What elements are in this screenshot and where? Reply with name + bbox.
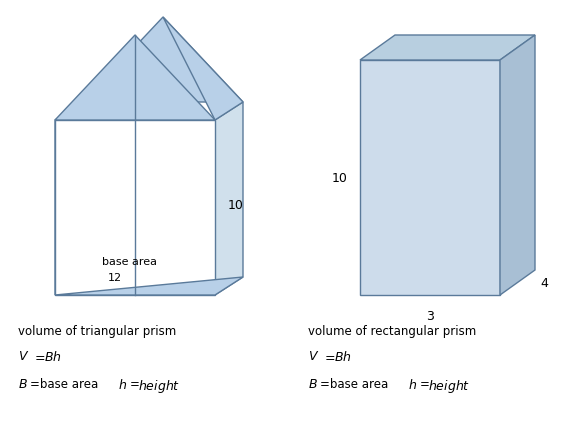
Text: $height$: $height$ [428,378,470,395]
Text: $h$: $h$ [118,378,127,392]
Polygon shape [83,17,243,102]
Text: $=$: $=$ [322,350,336,363]
Text: $Bh$: $Bh$ [44,350,62,364]
Polygon shape [360,35,535,60]
Text: 12: 12 [108,273,122,283]
Text: $Bh$: $Bh$ [334,350,352,364]
Text: volume of rectangular prism: volume of rectangular prism [308,325,476,338]
Polygon shape [55,120,215,295]
Text: 4: 4 [540,276,548,289]
Text: =base area: =base area [320,378,388,391]
Text: 10: 10 [228,198,244,211]
Text: $h$: $h$ [408,378,417,392]
Text: base area: base area [103,257,157,267]
Text: =base area: =base area [30,378,99,391]
Polygon shape [500,35,535,295]
Text: 3: 3 [426,310,434,323]
Polygon shape [215,102,243,295]
Text: 10: 10 [332,172,348,185]
Polygon shape [163,17,243,120]
Text: $V$: $V$ [18,350,29,363]
Text: $V$: $V$ [308,350,319,363]
Text: $height$: $height$ [138,378,180,395]
Text: =: = [420,378,430,391]
Polygon shape [55,35,215,120]
Text: =: = [130,378,140,391]
Polygon shape [55,102,83,295]
Text: $B$: $B$ [18,378,28,391]
Polygon shape [55,277,243,295]
Text: $=$: $=$ [32,350,45,363]
Polygon shape [360,60,500,295]
Text: $B$: $B$ [308,378,318,391]
Text: volume of triangular prism: volume of triangular prism [18,325,176,338]
